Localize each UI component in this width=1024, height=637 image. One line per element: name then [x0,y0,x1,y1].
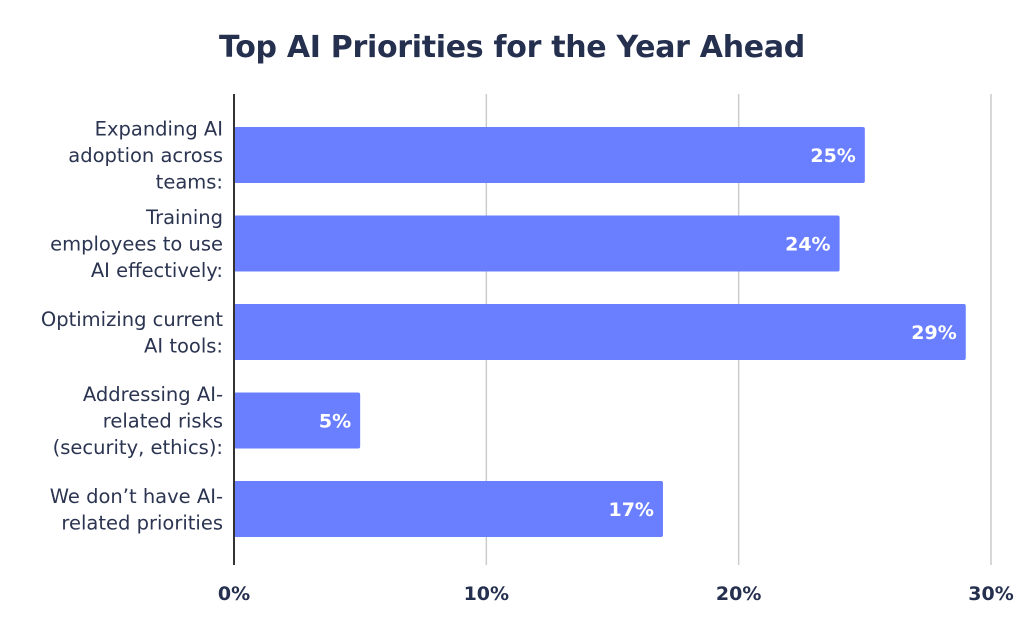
category-label-line: AI tools: [144,334,223,357]
category-labels: Expanding AI adoption across teams: Trainin… [41,118,223,535]
category-label-line: We don’t have AI- [50,485,223,508]
category-label-line: AI effectively: [91,259,223,282]
category-label-0: Expanding AI adoption across teams: [68,118,223,194]
bar-4 [234,481,663,537]
bars [234,127,966,537]
x-tick-label-1: 10% [464,583,509,605]
category-label-4: We don’t have AI-related priorities [50,485,223,535]
category-label-line: adoption across [68,144,223,167]
x-tick-label-3: 30% [968,583,1013,605]
chart-title: Top AI Priorities for the Year Ahead [219,30,805,65]
x-tick-label-2: 20% [716,583,761,605]
category-label-line: related priorities [61,511,223,534]
category-label-line: Optimizing current [41,308,223,331]
bar-1 [234,215,840,272]
bar-2 [234,304,966,360]
bar-3 [234,392,361,449]
category-label-line: Expanding AI [95,118,223,141]
category-label-2: Optimizing current AI tools: [41,308,223,358]
data-label-3: 5% [319,411,351,433]
data-label-1: 24% [785,234,830,256]
data-label-0: 25% [810,145,855,167]
data-labels: 25% 24% 29% 5% 17% [319,145,957,521]
x-axis-tick-labels: 0% 10% 20% 30% [218,583,1014,605]
category-label-line: employees to use [50,233,223,256]
bar-0 [234,127,865,183]
category-label-line: Addressing AI- [83,383,223,406]
category-label-1: Training employees to use AI effectively: [50,206,223,282]
data-label-2: 29% [911,322,956,344]
category-label-3: Addressing AI-related risks (security, et… [53,383,223,459]
x-tick-label-0: 0% [218,583,250,605]
category-label-line: teams: [156,171,223,194]
category-label-line: (security, ethics): [53,436,223,459]
data-label-4: 17% [608,499,653,521]
category-label-line: Training [145,206,223,229]
category-label-line: related risks [103,410,223,433]
